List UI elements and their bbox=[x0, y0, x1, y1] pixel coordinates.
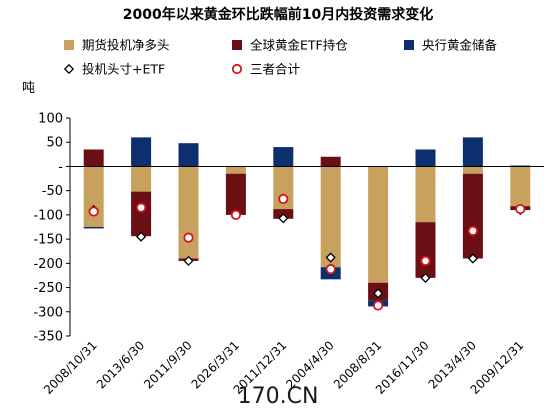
y-tick-label: -250 bbox=[33, 281, 63, 296]
bar-segment bbox=[415, 149, 436, 167]
y-tick-label: -100 bbox=[33, 208, 63, 223]
x-tick-label: 2008/10/31 bbox=[41, 338, 100, 397]
legend-item: 期货投机净多头 bbox=[64, 38, 170, 53]
bars bbox=[83, 137, 531, 307]
circle-point bbox=[230, 209, 241, 220]
legend-label: 期货投机净多头 bbox=[82, 38, 170, 53]
circle-point bbox=[515, 203, 526, 215]
y-tick-label: -350 bbox=[33, 330, 63, 345]
y-tick-label: -200 bbox=[33, 257, 63, 272]
bar-segment bbox=[131, 137, 152, 167]
circle-point bbox=[420, 255, 431, 267]
legend-item: 央行黄金储备 bbox=[404, 38, 498, 53]
bar-segment bbox=[273, 147, 294, 167]
diamond-point bbox=[325, 252, 336, 263]
legend-swatch bbox=[404, 40, 414, 50]
legend-item: 三者合计 bbox=[231, 62, 300, 77]
legend-swatch bbox=[231, 63, 243, 75]
bar-segment bbox=[225, 173, 246, 215]
circle-point bbox=[325, 264, 336, 275]
bar-segment bbox=[225, 166, 246, 174]
chart-title: 2000年以来黄金环比跌幅前10月内投资需求变化 bbox=[123, 6, 433, 23]
x-tick-label: 2013/6/30 bbox=[94, 338, 147, 391]
bar-segment bbox=[462, 166, 483, 174]
bar-segment bbox=[320, 166, 341, 268]
circle-point bbox=[136, 202, 147, 213]
circle-point bbox=[467, 225, 478, 236]
y-tick-label: -150 bbox=[33, 233, 63, 248]
bar-segment bbox=[178, 166, 199, 259]
bar-segment bbox=[83, 227, 104, 229]
legend-swatch bbox=[63, 63, 75, 75]
diamond-point bbox=[420, 272, 431, 283]
bar-segment bbox=[462, 173, 483, 259]
y-tick-label: 100 bbox=[38, 112, 63, 127]
bar-segment bbox=[368, 166, 389, 283]
circle-point bbox=[278, 193, 289, 205]
diamond-point bbox=[135, 231, 147, 242]
legend-label: 三者合计 bbox=[250, 62, 300, 77]
y-tick-label: -300 bbox=[33, 305, 63, 320]
y-tick-label: - bbox=[58, 160, 63, 175]
y-tick-label: -50 bbox=[42, 184, 63, 199]
bar-segment bbox=[510, 166, 531, 207]
legend-swatch bbox=[232, 40, 242, 50]
legend-item: 投机头寸+ETF bbox=[63, 62, 165, 77]
legend-swatch bbox=[64, 40, 74, 50]
bar-segment bbox=[131, 166, 152, 192]
diamond-point bbox=[183, 255, 194, 267]
legend-item: 全球黄金ETF持仓 bbox=[232, 38, 348, 53]
legend-label: 投机头寸+ETF bbox=[82, 62, 165, 77]
diamond-point bbox=[278, 213, 289, 224]
markers bbox=[88, 193, 526, 311]
bar-segment bbox=[462, 137, 483, 167]
legend-label: 央行黄金储备 bbox=[422, 38, 498, 53]
bar-segment bbox=[178, 143, 199, 167]
x-tick-label: 2011/9/30 bbox=[141, 338, 194, 391]
circle-point bbox=[88, 206, 99, 217]
diamond-point bbox=[372, 288, 384, 299]
diamond-point bbox=[467, 253, 479, 264]
y-axis: 100 50 - -50 -100 -150 -200 -250 -300 -350 bbox=[33, 112, 71, 345]
bar-segment bbox=[83, 149, 104, 167]
y-tick-label: 50 bbox=[46, 136, 63, 151]
y-axis-unit: 吨 bbox=[22, 81, 35, 96]
bar-segment bbox=[131, 191, 152, 237]
bar-segment bbox=[415, 166, 436, 223]
watermark: 170.CN bbox=[238, 384, 319, 409]
legend-label: 全球黄金ETF持仓 bbox=[250, 38, 348, 53]
bar-segment bbox=[320, 156, 341, 167]
bar-segment bbox=[83, 166, 104, 227]
circle-point bbox=[183, 232, 194, 243]
circle-point bbox=[372, 300, 384, 311]
bar-segment bbox=[415, 222, 436, 278]
